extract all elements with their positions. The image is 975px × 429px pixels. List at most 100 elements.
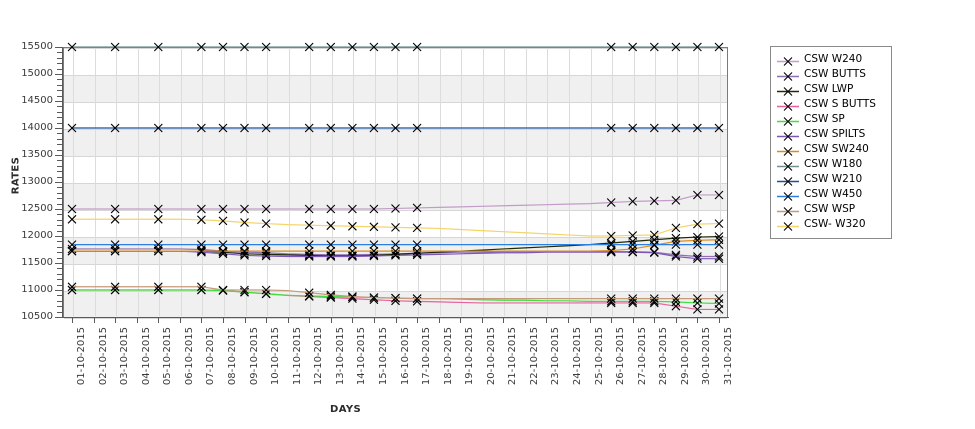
data-point-marker xyxy=(369,42,379,52)
legend-swatch-icon xyxy=(777,173,799,186)
plot-area xyxy=(63,47,728,319)
y-tick-label: 13500 xyxy=(21,149,53,160)
data-point-marker xyxy=(240,218,249,227)
legend-item[interactable]: CSW SP xyxy=(777,112,885,127)
data-point-marker xyxy=(218,123,228,133)
gridline-vertical xyxy=(202,48,203,316)
data-point-marker xyxy=(693,305,702,314)
series-line xyxy=(72,194,719,210)
data-point-marker xyxy=(714,42,724,52)
data-point-marker xyxy=(304,251,314,260)
data-point-marker xyxy=(218,204,228,214)
y-axis-tick-labels: 10500 11000 11500 12000 12500 13000 13500 14000… xyxy=(0,0,53,429)
x-tick-mark xyxy=(568,318,569,323)
x-tick-mark xyxy=(72,318,73,323)
legend-item[interactable]: CSW BUTTS xyxy=(777,67,885,82)
data-point-marker xyxy=(110,42,120,52)
legend-item[interactable]: CSW S BUTTS xyxy=(777,97,885,112)
data-point-marker xyxy=(369,246,379,256)
gridline-vertical xyxy=(353,48,354,316)
x-tick-label: 11-10-2015 xyxy=(291,327,303,386)
legend-item[interactable]: CSW W210 xyxy=(777,172,885,187)
data-point-marker xyxy=(110,214,120,224)
legend-item[interactable]: CSW SPILTS xyxy=(777,127,885,142)
data-point-marker xyxy=(261,289,271,299)
data-point-marker xyxy=(649,240,659,249)
y-tick-label: 15000 xyxy=(21,68,53,79)
gridline-vertical xyxy=(418,48,419,316)
gridline-vertical xyxy=(461,48,462,316)
data-point-marker xyxy=(369,204,379,214)
legend-item[interactable]: CSW LWP xyxy=(777,82,885,97)
data-point-marker xyxy=(628,244,638,254)
data-point-marker xyxy=(606,238,616,248)
x-tick-mark xyxy=(525,318,526,323)
legend-item[interactable]: CSW SW240 xyxy=(777,142,885,157)
data-point-marker xyxy=(240,251,249,260)
y-tick-mark xyxy=(55,182,62,183)
y-tick-minor xyxy=(57,230,62,232)
y-tick-minor xyxy=(57,219,62,221)
y-tick-mark xyxy=(55,101,62,102)
data-point-marker xyxy=(693,123,702,133)
x-tick-label: 18-10-2015 xyxy=(442,327,454,386)
data-point-marker xyxy=(714,294,724,303)
data-point-marker xyxy=(261,246,271,256)
x-tick-mark xyxy=(94,318,95,323)
x-tick-label: 25-10-2015 xyxy=(593,327,605,386)
legend-item[interactable]: CSW W180 xyxy=(777,157,885,172)
data-point-marker xyxy=(693,298,702,308)
data-point-marker xyxy=(369,240,379,249)
gridline-vertical xyxy=(655,48,656,316)
y-tick-minor xyxy=(57,284,62,286)
x-tick-mark xyxy=(245,318,246,323)
data-point-marker xyxy=(240,240,249,249)
data-point-marker xyxy=(304,204,314,214)
data-point-marker xyxy=(67,240,77,249)
data-point-marker xyxy=(369,123,379,133)
y-tick-minor xyxy=(57,160,62,162)
data-point-marker xyxy=(110,204,120,214)
data-point-marker xyxy=(67,204,77,214)
x-tick-mark xyxy=(654,318,655,323)
data-point-marker xyxy=(391,251,400,260)
data-point-marker xyxy=(649,294,659,303)
x-tick-mark xyxy=(331,318,332,323)
x-tick-mark xyxy=(309,318,310,323)
legend-item[interactable]: CSW W450 xyxy=(777,187,885,202)
data-point-marker xyxy=(693,240,702,249)
y-tick-minor xyxy=(57,214,62,216)
data-point-marker xyxy=(326,292,336,301)
gridline-vertical xyxy=(547,48,548,316)
x-tick-label: 15-10-2015 xyxy=(377,327,389,386)
y-tick-minor xyxy=(57,203,62,205)
data-point-marker xyxy=(67,214,77,224)
y-tick-minor xyxy=(57,279,62,281)
data-point-marker xyxy=(240,246,249,256)
legend-item[interactable]: CSW- W320 xyxy=(777,217,885,232)
gridline-vertical xyxy=(698,48,699,316)
data-point-marker xyxy=(197,42,206,52)
data-point-marker xyxy=(348,246,357,256)
y-tick-mark xyxy=(55,263,62,264)
data-point-marker xyxy=(153,282,163,292)
y-tick-minor xyxy=(57,225,62,227)
legend-item[interactable]: CSW W240 xyxy=(777,52,885,67)
data-point-marker xyxy=(412,223,422,233)
y-tick-label: 11500 xyxy=(21,257,53,268)
data-point-marker xyxy=(197,246,206,256)
y-tick-label: 12000 xyxy=(21,230,53,241)
x-tick-mark xyxy=(396,318,397,323)
data-point-marker xyxy=(218,216,228,226)
data-point-marker xyxy=(153,246,163,256)
y-tick-label: 14500 xyxy=(21,95,53,106)
data-point-marker xyxy=(218,246,228,256)
x-tick-mark xyxy=(288,318,289,323)
y-tick-minor xyxy=(57,246,62,248)
x-tick-mark xyxy=(374,318,375,323)
legend-swatch-icon xyxy=(777,113,799,126)
x-tick-label: 28-10-2015 xyxy=(658,327,670,386)
x-tick-label: 14-10-2015 xyxy=(356,327,368,386)
legend-item[interactable]: CSW WSP xyxy=(777,202,885,217)
x-tick-label: 19-10-2015 xyxy=(464,327,476,386)
